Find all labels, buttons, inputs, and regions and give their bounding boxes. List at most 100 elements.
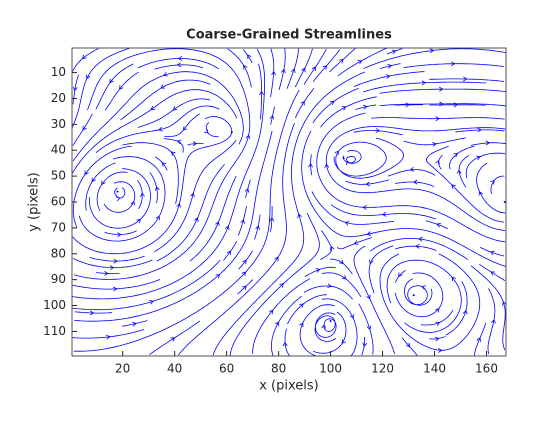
x-tick-label: 80 bbox=[271, 362, 286, 376]
streamline bbox=[471, 266, 505, 350]
y-tick-label: 40 bbox=[51, 143, 66, 157]
streamline bbox=[354, 72, 425, 87]
streamline bbox=[96, 64, 134, 110]
vortex-center bbox=[231, 131, 233, 133]
vortex-center bbox=[504, 201, 506, 203]
streamline bbox=[279, 49, 285, 90]
streamline bbox=[395, 270, 405, 282]
streamline bbox=[313, 88, 359, 123]
streamlines bbox=[72, 48, 506, 356]
streamline bbox=[300, 305, 335, 356]
streamline bbox=[72, 49, 264, 299]
streamline bbox=[364, 49, 506, 69]
y-tick-label: 10 bbox=[51, 65, 66, 79]
streamline bbox=[302, 131, 506, 267]
streamline bbox=[97, 172, 128, 211]
chart-title: Coarse-Grained Streamlines bbox=[186, 28, 392, 43]
arrow-head bbox=[330, 247, 334, 251]
streamline bbox=[271, 296, 301, 356]
streamline bbox=[73, 280, 160, 290]
x-tick-label: 160 bbox=[475, 362, 498, 376]
streamline bbox=[329, 48, 355, 72]
vortex-center bbox=[330, 320, 332, 322]
streamline bbox=[104, 182, 135, 213]
streamline bbox=[459, 155, 469, 187]
x-tick-label: 20 bbox=[115, 362, 130, 376]
streamline bbox=[287, 49, 299, 89]
streamline bbox=[369, 246, 393, 293]
y-tick-label: 60 bbox=[51, 195, 66, 209]
streamline bbox=[230, 213, 319, 356]
streamline bbox=[330, 259, 352, 274]
streamline bbox=[450, 146, 475, 169]
streamline bbox=[446, 281, 467, 335]
streamline bbox=[354, 246, 395, 354]
streamline bbox=[90, 256, 145, 261]
streamline bbox=[154, 140, 236, 251]
streamline bbox=[380, 254, 480, 350]
streamline bbox=[96, 106, 219, 153]
streamline bbox=[238, 280, 253, 295]
streamline bbox=[121, 80, 211, 120]
streamline bbox=[73, 72, 243, 161]
streamline bbox=[387, 49, 402, 54]
streamline bbox=[426, 221, 448, 229]
streamline bbox=[326, 127, 506, 231]
streamline bbox=[285, 329, 289, 356]
streamline bbox=[287, 295, 326, 324]
y-tick-label: 80 bbox=[51, 246, 66, 260]
streamline bbox=[322, 273, 361, 297]
streamline bbox=[312, 192, 394, 225]
streamline bbox=[479, 264, 505, 280]
vortex-center bbox=[343, 157, 345, 159]
y-tick-label: 110 bbox=[43, 324, 66, 338]
y-tick-label: 70 bbox=[51, 220, 66, 234]
x-axis-label: x (pixels) bbox=[259, 379, 319, 394]
y-tick-label: 100 bbox=[43, 298, 66, 312]
streamline bbox=[74, 49, 250, 280]
plot-box bbox=[72, 48, 506, 356]
streamline bbox=[74, 131, 272, 321]
streamline bbox=[380, 89, 506, 93]
streamline bbox=[491, 176, 504, 194]
x-tick-label: 100 bbox=[319, 362, 342, 376]
arrow-head bbox=[116, 197, 120, 201]
streamline bbox=[421, 310, 453, 325]
streamline bbox=[404, 279, 432, 306]
streamline bbox=[321, 97, 377, 127]
streamline bbox=[338, 48, 387, 76]
streamline bbox=[79, 157, 165, 241]
streamline bbox=[395, 246, 436, 250]
y-tick-label: 30 bbox=[51, 117, 66, 131]
streamline bbox=[178, 123, 294, 355]
streamline bbox=[213, 72, 365, 355]
x-tick-label: 60 bbox=[219, 362, 234, 376]
y-tick-label: 20 bbox=[51, 91, 66, 105]
streamline bbox=[466, 153, 505, 178]
streamline bbox=[359, 304, 373, 355]
streamline bbox=[488, 288, 495, 354]
streamline bbox=[387, 260, 461, 332]
streamline bbox=[73, 49, 99, 72]
x-tick-label: 120 bbox=[371, 362, 394, 376]
streamline bbox=[105, 72, 138, 110]
x-tick-label: 140 bbox=[423, 362, 446, 376]
y-tick-label: 90 bbox=[51, 272, 66, 286]
streamline bbox=[322, 299, 357, 356]
streamline bbox=[305, 267, 336, 276]
x-tick-label: 40 bbox=[167, 362, 182, 376]
streamline bbox=[73, 117, 232, 254]
streamline bbox=[73, 258, 152, 267]
vortex-center bbox=[116, 191, 118, 193]
streamline bbox=[73, 146, 131, 227]
streamline bbox=[138, 59, 219, 69]
streamline bbox=[73, 329, 145, 338]
y-axis-label: y (pixels) bbox=[27, 172, 42, 232]
streamline bbox=[206, 122, 218, 136]
streamline bbox=[320, 230, 331, 259]
streamline bbox=[343, 151, 361, 164]
arrow-head bbox=[346, 161, 350, 165]
streamline bbox=[105, 231, 137, 235]
streamline bbox=[223, 241, 236, 260]
y-tick-label: 50 bbox=[51, 169, 66, 183]
